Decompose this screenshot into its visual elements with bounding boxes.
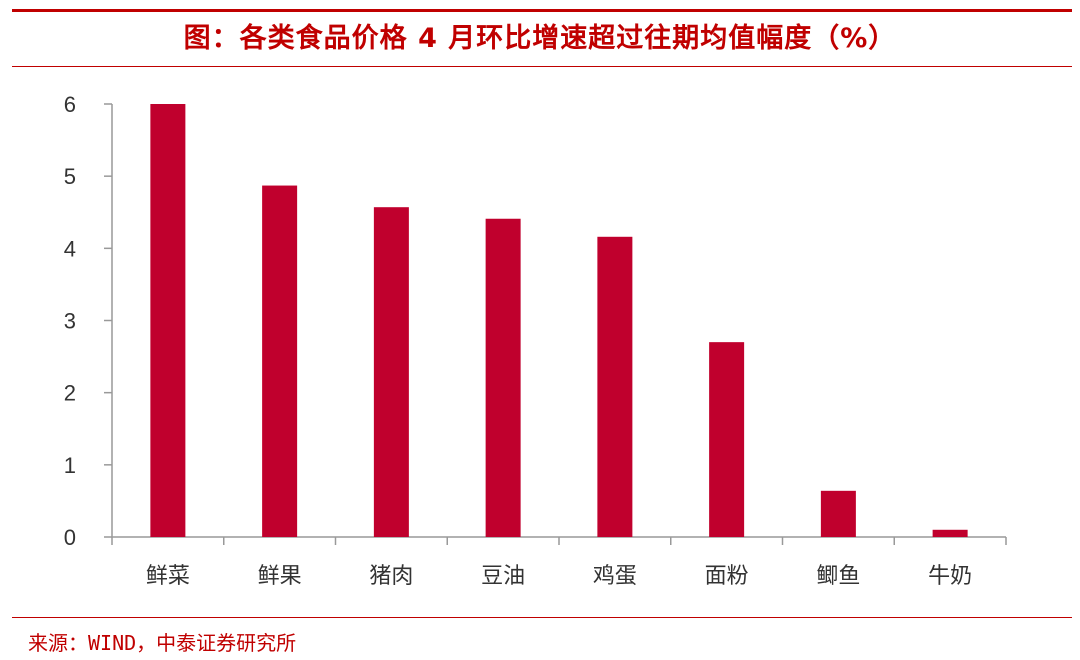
bars — [150, 104, 968, 537]
top-rule — [12, 9, 1072, 12]
y-tick-label: 6 — [64, 92, 76, 117]
y-axis: 0 1 2 3 4 5 6 — [64, 92, 113, 550]
bar-chart: 0 1 2 3 4 5 6 鲜菜 鲜果 猪肉 豆油 鸡蛋 面粉 鲫鱼 牛奶 — [64, 92, 1007, 589]
chart-title: 图：各类食品价格 4 月环比增速超过往期均值幅度（%） — [183, 23, 897, 54]
bar — [262, 185, 298, 537]
x-category-label: 鲫鱼 — [816, 564, 860, 589]
x-category-label: 猪肉 — [369, 564, 413, 589]
x-category-label: 牛奶 — [928, 564, 972, 589]
y-tick-label: 4 — [64, 236, 76, 261]
x-category-label: 鲜菜 — [146, 564, 190, 589]
x-axis: 鲜菜 鲜果 猪肉 豆油 鸡蛋 面粉 鲫鱼 牛奶 — [111, 536, 1007, 589]
bar — [932, 529, 968, 537]
bar — [485, 218, 521, 537]
y-tick-label: 5 — [64, 164, 76, 189]
bar — [150, 104, 186, 537]
bottom-rule — [12, 617, 1072, 618]
bar — [820, 490, 856, 537]
source-note: 来源：WIND，中泰证券研究所 — [28, 631, 297, 655]
x-category-label: 面粉 — [705, 564, 749, 589]
bar — [373, 207, 409, 537]
x-category-label: 鸡蛋 — [593, 564, 637, 589]
y-tick-label: 1 — [64, 453, 76, 478]
x-category-label: 鲜果 — [258, 564, 302, 589]
y-tick-label: 2 — [64, 381, 76, 406]
y-tick-label: 3 — [64, 309, 76, 334]
bar — [597, 236, 633, 537]
bar — [709, 342, 745, 537]
title-underline — [12, 66, 1072, 67]
x-category-label: 豆油 — [481, 564, 525, 589]
y-tick-label: 0 — [64, 525, 76, 550]
